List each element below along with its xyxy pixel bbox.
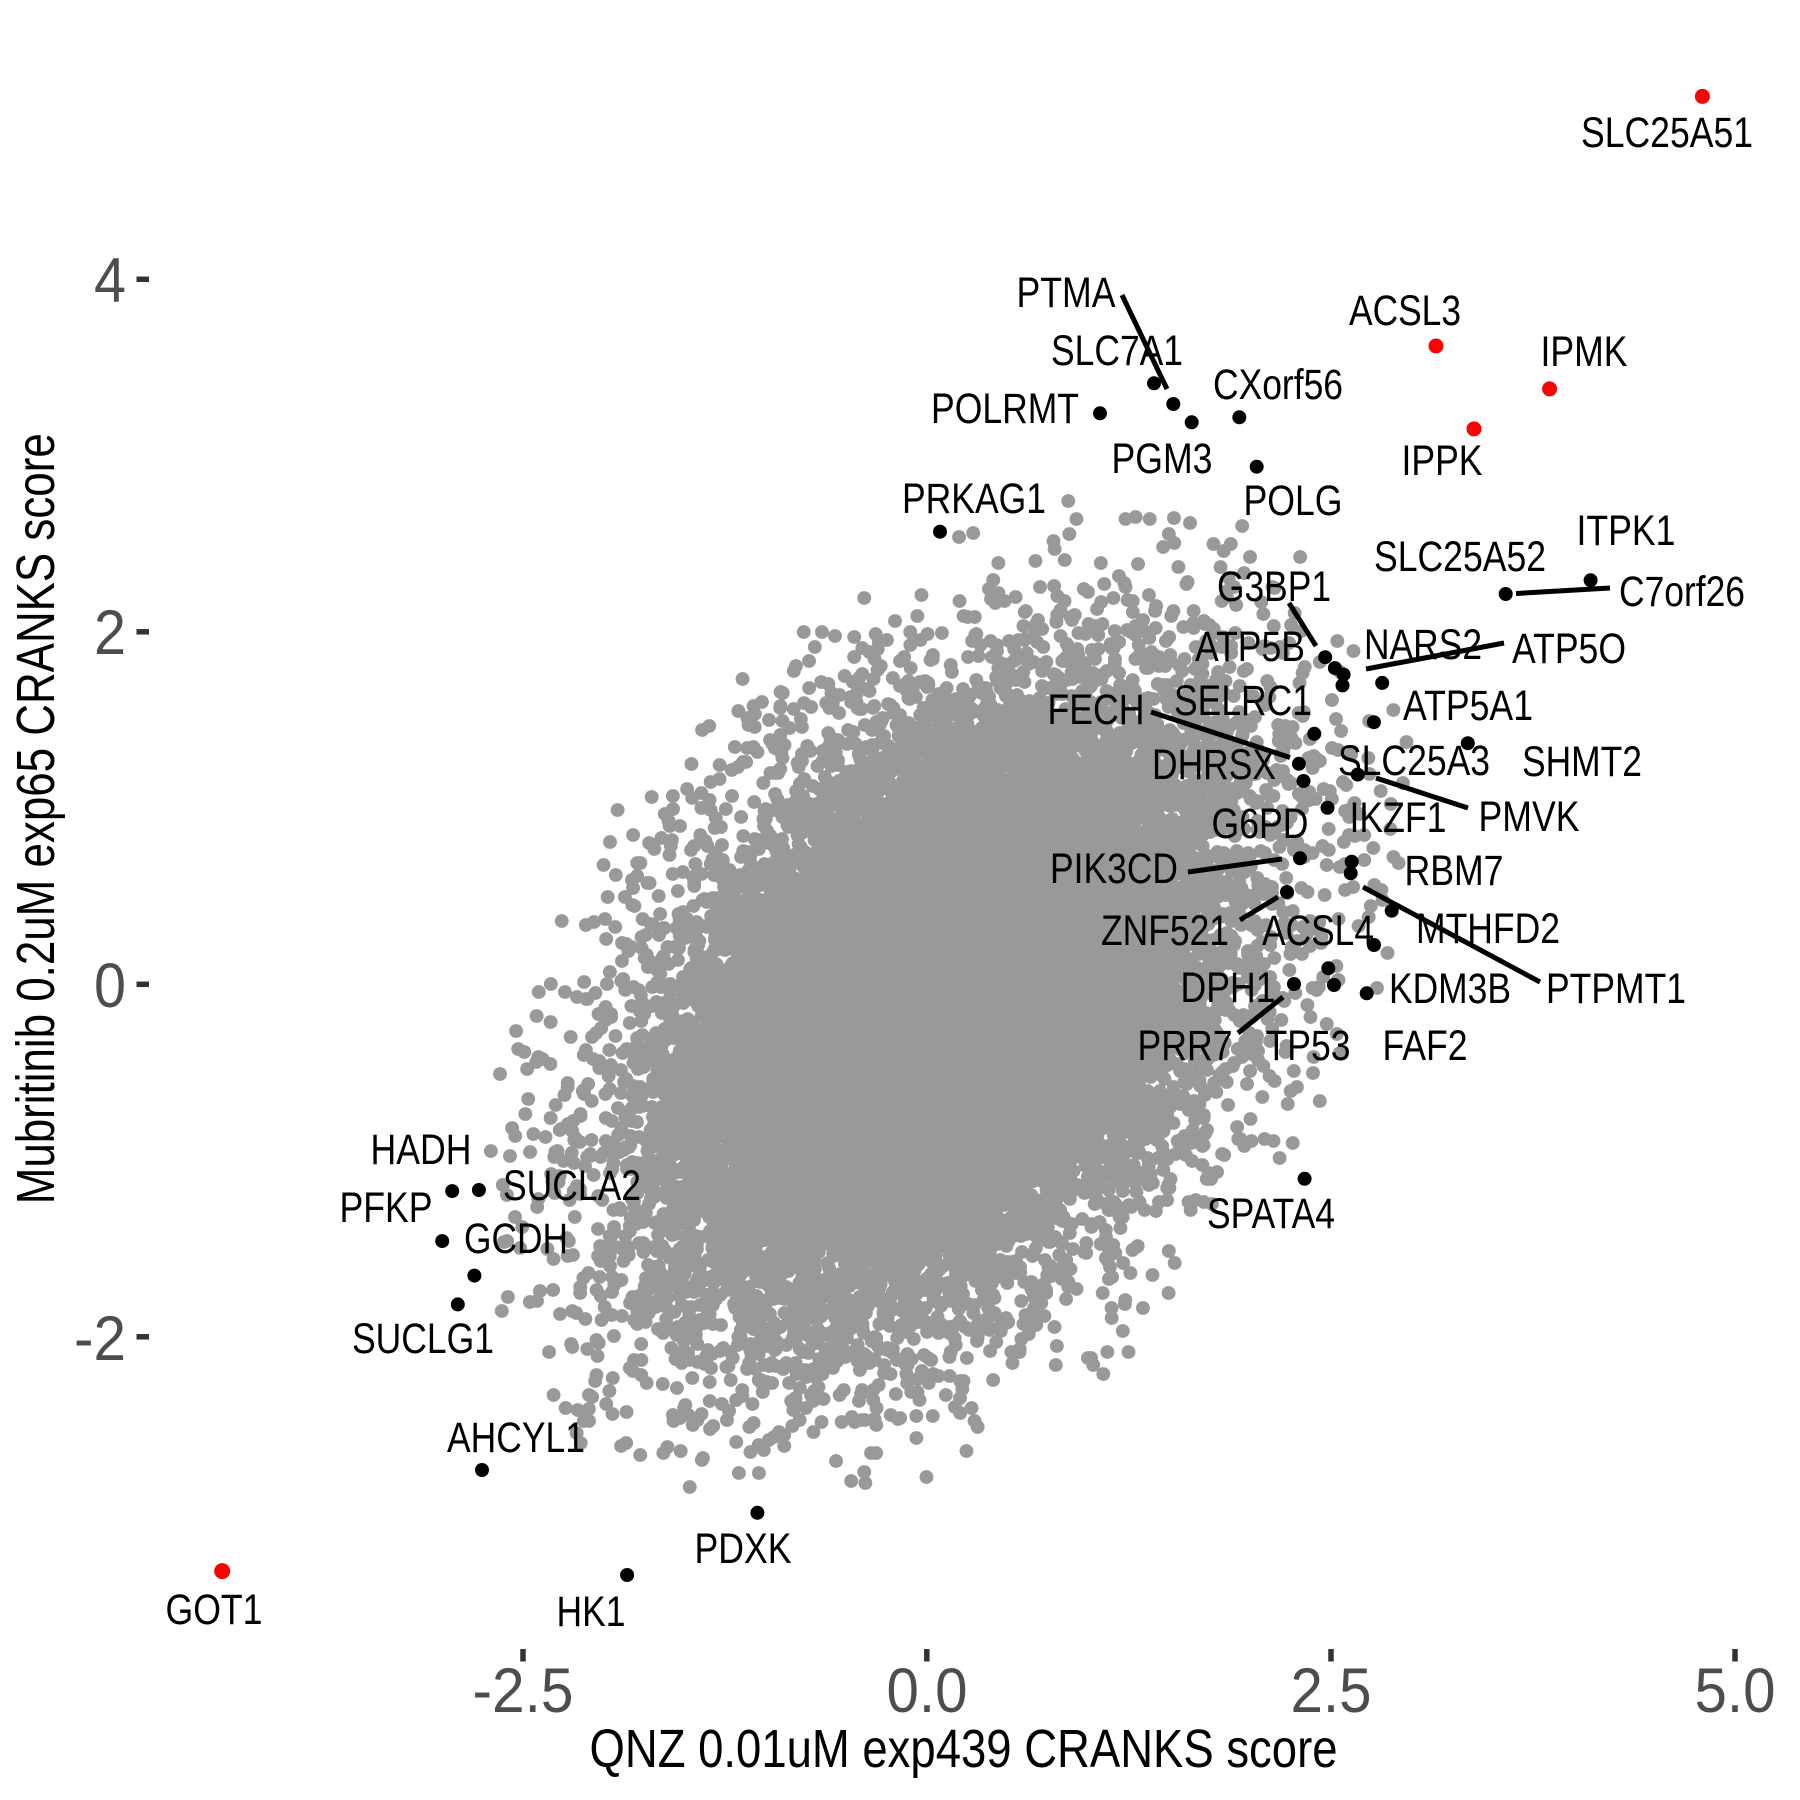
svg-text:SLC25A3: SLC25A3 — [1338, 738, 1490, 785]
svg-text:2.5: 2.5 — [1291, 1656, 1372, 1726]
svg-text:ITPK1: ITPK1 — [1577, 508, 1676, 555]
svg-text:MTHFD2: MTHFD2 — [1416, 906, 1560, 953]
svg-text:RBM7: RBM7 — [1405, 848, 1504, 895]
svg-text:2: 2 — [94, 598, 126, 668]
svg-text:ATP5O: ATP5O — [1512, 626, 1626, 673]
svg-text:SHMT2: SHMT2 — [1522, 739, 1642, 786]
svg-text:HADH: HADH — [371, 1127, 472, 1174]
svg-text:PDXK: PDXK — [695, 1526, 792, 1573]
svg-text:POLRMT: POLRMT — [931, 386, 1079, 433]
svg-text:GOT1: GOT1 — [166, 1587, 263, 1634]
svg-text:ATP5A1: ATP5A1 — [1403, 683, 1533, 730]
svg-text:PMVK: PMVK — [1479, 794, 1580, 841]
svg-text:FAF2: FAF2 — [1383, 1023, 1468, 1070]
svg-text:FECH: FECH — [1048, 687, 1145, 734]
svg-text:SLC7A1: SLC7A1 — [1051, 328, 1183, 375]
svg-text:PTPMT1: PTPMT1 — [1546, 966, 1686, 1013]
svg-text:AHCYL1: AHCYL1 — [447, 1415, 585, 1462]
svg-text:0: 0 — [94, 951, 126, 1021]
svg-text:HK1: HK1 — [557, 1589, 626, 1636]
svg-text:PTMA: PTMA — [1017, 270, 1117, 317]
svg-text:SUCLA2: SUCLA2 — [503, 1163, 641, 1210]
svg-text:-2.5: -2.5 — [473, 1656, 574, 1726]
svg-text:IKZF1: IKZF1 — [1350, 795, 1447, 842]
svg-text:SUCLG1: SUCLG1 — [352, 1316, 494, 1363]
svg-text:ATP5B: ATP5B — [1195, 624, 1305, 671]
svg-text:DPH1: DPH1 — [1181, 965, 1276, 1012]
svg-text:ZNF521: ZNF521 — [1101, 908, 1229, 955]
svg-text:TP53: TP53 — [1266, 1023, 1351, 1070]
svg-text:NARS2: NARS2 — [1364, 622, 1482, 669]
svg-text:DHRSX: DHRSX — [1152, 742, 1276, 789]
svg-text:PFKP: PFKP — [340, 1185, 433, 1232]
svg-text:G3BP1: G3BP1 — [1217, 564, 1331, 611]
svg-text:PIK3CD: PIK3CD — [1050, 846, 1178, 893]
svg-text:5.0: 5.0 — [1695, 1656, 1776, 1726]
svg-text:Mubritinib 0.2uM exp65 CRANKS: Mubritinib 0.2uM exp65 CRANKS score — [7, 433, 66, 1204]
svg-text:G6PD: G6PD — [1212, 801, 1309, 848]
svg-text:ACSL4: ACSL4 — [1262, 908, 1374, 955]
svg-text:QNZ 0.01uM exp439 CRANKS score: QNZ 0.01uM exp439 CRANKS score — [590, 1720, 1338, 1779]
svg-text:SLC25A51: SLC25A51 — [1581, 110, 1753, 157]
svg-text:PGM3: PGM3 — [1112, 436, 1213, 483]
svg-text:4: 4 — [94, 246, 126, 316]
svg-text:IPPK: IPPK — [1402, 438, 1483, 485]
svg-text:SPATA4: SPATA4 — [1207, 1191, 1335, 1238]
svg-text:SLC25A52: SLC25A52 — [1374, 534, 1546, 581]
svg-text:CXorf56: CXorf56 — [1213, 362, 1343, 409]
svg-text:0.0: 0.0 — [887, 1656, 968, 1726]
svg-text:GCDH: GCDH — [464, 1216, 568, 1263]
svg-text:SELRC1: SELRC1 — [1174, 678, 1312, 725]
svg-text:PRR7: PRR7 — [1138, 1023, 1233, 1070]
svg-text:KDM3B: KDM3B — [1389, 966, 1511, 1013]
svg-text:POLG: POLG — [1244, 478, 1343, 525]
svg-text:-2: -2 — [74, 1304, 126, 1374]
svg-text:C7orf26: C7orf26 — [1619, 569, 1745, 616]
svg-text:ACSL3: ACSL3 — [1349, 288, 1461, 335]
svg-text:IPMK: IPMK — [1541, 329, 1628, 376]
svg-text:PRKAG1: PRKAG1 — [902, 476, 1046, 523]
